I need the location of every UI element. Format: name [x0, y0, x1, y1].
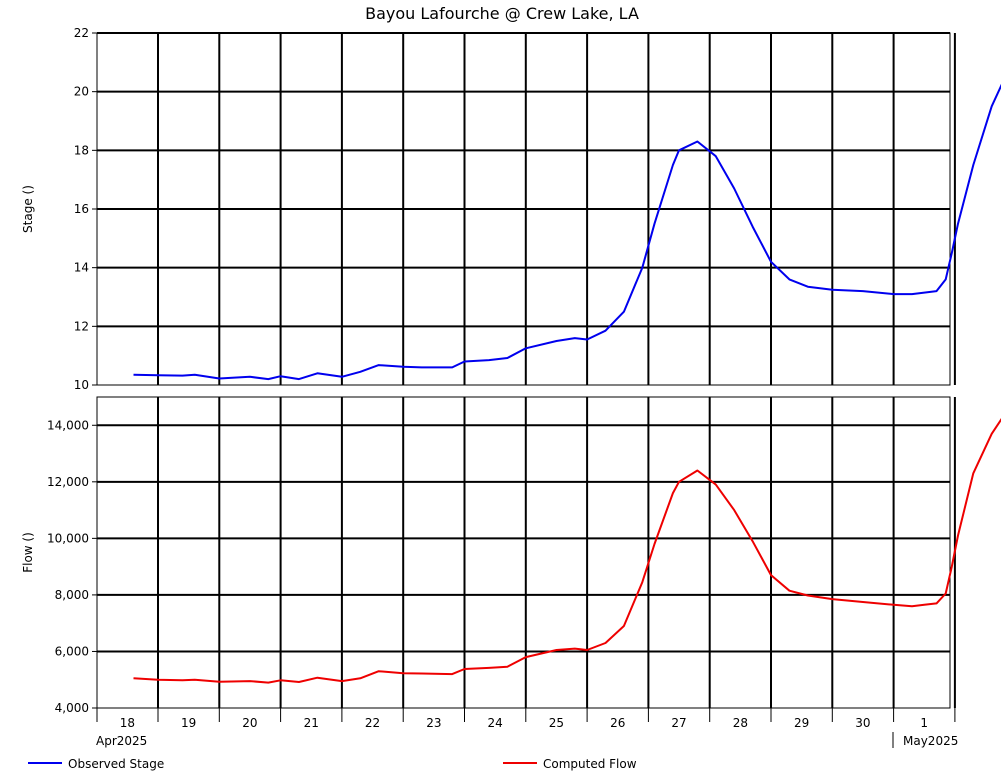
y-tick-label: 12,000 [47, 475, 89, 489]
y-axis-label: Stage () [21, 185, 35, 233]
x-tick-label: 27 [671, 716, 686, 730]
y-tick-label: 12 [74, 319, 89, 333]
legend: Observed Stage Computed Flow [28, 757, 637, 771]
y-tick-label: 10,000 [47, 531, 89, 545]
x-month-label: May2025 [903, 734, 958, 748]
x-tick-label: 29 [794, 716, 809, 730]
y-axis-label: Flow () [21, 532, 35, 573]
x-tick-label: 1 [920, 716, 928, 730]
plot-panels: 10 12 14 16 18 20 22 Stage () 4,000 6,000 8,000 10,… [21, 26, 1001, 715]
legend-label: Computed Flow [543, 757, 637, 771]
chart-title: Bayou Lafourche @ Crew Lake, LA [365, 4, 639, 23]
y-tick-label: 14,000 [47, 418, 89, 432]
y-tick-label: 8,000 [55, 588, 89, 602]
plot-frame [96, 32, 951, 386]
x-tick-label: 25 [549, 716, 564, 730]
x-tick-label: 22 [365, 716, 380, 730]
y-tick-label: 4,000 [55, 701, 89, 715]
x-tick-label: 30 [855, 716, 870, 730]
panel-1: 10 12 14 16 18 20 22 Stage () [21, 26, 1001, 392]
x-tick-label: 18 [120, 716, 135, 730]
y-tick-label: 6,000 [55, 644, 89, 658]
y-tick-label: 16 [74, 202, 89, 216]
y-tick-label: 22 [74, 26, 89, 40]
legend-label: Observed Stage [68, 757, 164, 771]
panel-2: 4,000 6,000 8,000 10,000 12,000 14,000 Flow () [21, 396, 1001, 715]
series-line [133, 417, 1001, 684]
x-axis: 18 19 20 21 22 23 24 25 26 27 28 29 30 1 Apr2025 May202… [96, 708, 958, 748]
x-tick-label: 26 [610, 716, 625, 730]
series-line [133, 83, 1001, 381]
y-tick-label: 18 [74, 143, 89, 157]
y-tick-label: 20 [74, 85, 89, 99]
x-tick-label: 23 [426, 716, 441, 730]
x-tick-label: 28 [733, 716, 748, 730]
x-tick-label: 21 [304, 716, 319, 730]
x-tick-label: 19 [181, 716, 196, 730]
y-tick-label: 10 [74, 378, 89, 392]
x-tick-label: 24 [488, 716, 503, 730]
x-month-label: Apr2025 [96, 734, 147, 748]
y-tick-label: 14 [74, 261, 89, 275]
x-tick-label: 20 [242, 716, 257, 730]
plot-frame [96, 396, 951, 709]
